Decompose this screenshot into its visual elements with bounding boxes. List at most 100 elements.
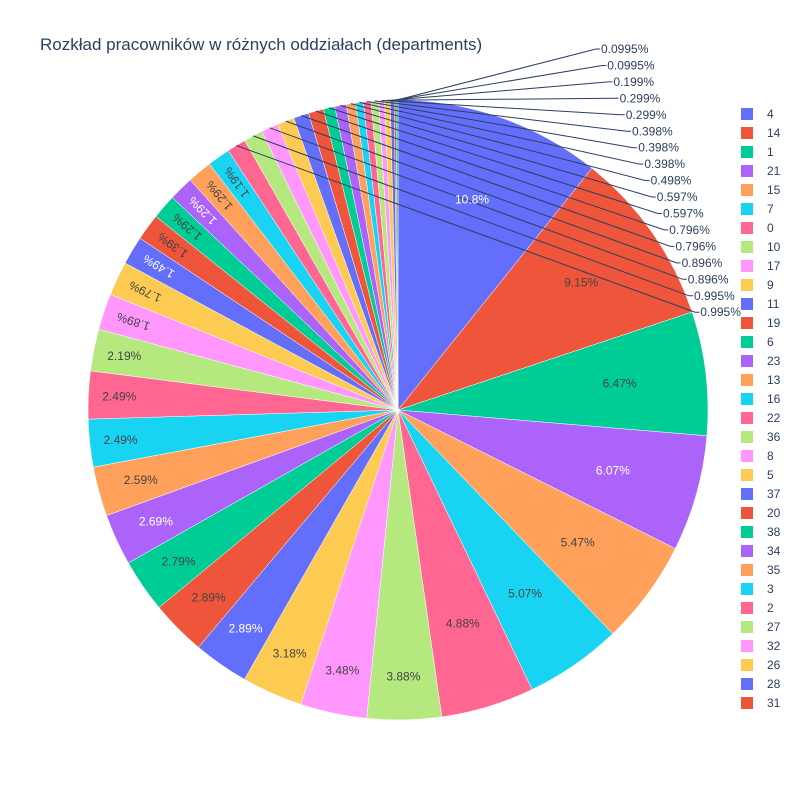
legend-swatch xyxy=(741,526,753,538)
legend-swatch xyxy=(741,602,753,614)
legend-label: 2 xyxy=(767,601,774,615)
leader-line xyxy=(395,65,607,101)
legend-swatch xyxy=(741,564,753,576)
legend-item[interactable]: 8 xyxy=(741,449,774,463)
slice-value-label: 0.896% xyxy=(688,272,729,286)
legend-label: 28 xyxy=(767,677,781,691)
slice-value-label: 10.8% xyxy=(455,192,489,206)
slice-value-label: 2.69% xyxy=(139,515,173,529)
legend-swatch xyxy=(741,507,753,519)
leader-line xyxy=(269,127,687,280)
outside-labels: 0.0995% 0.0995% 0.199% 0.299% 0.299% 0.398% 0.… xyxy=(236,42,741,319)
leader-line xyxy=(253,135,693,297)
leader-line xyxy=(328,107,662,214)
legend-item[interactable]: 0 xyxy=(741,221,774,235)
legend-label: 1 xyxy=(767,145,774,159)
slice-value-label: 5.47% xyxy=(561,535,595,549)
legend: 4141211570101791119623131622368537203834… xyxy=(741,107,781,710)
slice-value-label: 0.398% xyxy=(632,124,673,138)
slice-value-label: 0.995% xyxy=(694,289,735,303)
legend-item[interactable]: 32 xyxy=(741,639,781,653)
legend-label: 38 xyxy=(767,525,781,539)
legend-label: 0 xyxy=(767,221,774,235)
legend-swatch xyxy=(741,241,753,253)
legend-item[interactable]: 2 xyxy=(741,601,774,615)
legend-item[interactable]: 21 xyxy=(741,164,781,178)
legend-item[interactable]: 20 xyxy=(741,506,781,520)
legend-item[interactable]: 22 xyxy=(741,411,781,425)
legend-label: 34 xyxy=(767,544,781,558)
legend-item[interactable]: 28 xyxy=(741,677,781,691)
leader-line xyxy=(236,145,700,313)
legend-label: 11 xyxy=(767,297,780,311)
slice-value-label: 0.299% xyxy=(626,108,667,122)
legend-label: 16 xyxy=(767,392,781,406)
legend-item[interactable]: 11 xyxy=(741,297,780,311)
legend-item[interactable]: 10 xyxy=(741,240,781,254)
legend-item[interactable]: 6 xyxy=(741,335,774,349)
legend-swatch xyxy=(741,184,753,196)
legend-swatch xyxy=(741,260,753,272)
legend-label: 4 xyxy=(767,107,774,121)
legend-item[interactable]: 38 xyxy=(741,525,781,539)
pie-slices xyxy=(87,99,709,721)
legend-swatch xyxy=(741,697,753,709)
legend-item[interactable]: 14 xyxy=(741,126,781,140)
slice-value-label: 5.07% xyxy=(508,587,542,601)
slice-value-label: 2.19% xyxy=(107,349,141,363)
legend-label: 27 xyxy=(767,620,781,634)
legend-item[interactable]: 1 xyxy=(741,145,774,159)
legend-label: 22 xyxy=(767,411,781,425)
legend-item[interactable]: 7 xyxy=(741,202,774,216)
legend-swatch xyxy=(741,298,753,310)
legend-item[interactable]: 15 xyxy=(741,183,781,197)
slice-value-label: 0.498% xyxy=(651,174,692,188)
legend-swatch xyxy=(741,374,753,386)
legend-item[interactable]: 31 xyxy=(741,696,781,710)
legend-item[interactable]: 36 xyxy=(741,430,781,444)
slice-value-label: 3.48% xyxy=(325,664,359,678)
legend-label: 8 xyxy=(767,449,774,463)
legend-label: 15 xyxy=(767,183,781,197)
slice-value-label: 0.597% xyxy=(657,190,698,204)
legend-swatch xyxy=(741,431,753,443)
legend-swatch xyxy=(741,412,753,424)
slice-value-label: 2.89% xyxy=(228,622,262,636)
legend-item[interactable]: 37 xyxy=(741,487,781,501)
legend-label: 21 xyxy=(767,164,781,178)
legend-item[interactable]: 4 xyxy=(741,107,774,121)
legend-label: 10 xyxy=(767,240,781,254)
legend-item[interactable]: 23 xyxy=(741,354,781,368)
legend-item[interactable]: 5 xyxy=(741,468,774,482)
leader-line xyxy=(359,101,644,165)
legend-swatch xyxy=(741,279,753,291)
legend-item[interactable]: 26 xyxy=(741,658,781,672)
pie-slice xyxy=(397,409,708,549)
legend-item[interactable]: 35 xyxy=(741,563,781,577)
legend-item[interactable]: 3 xyxy=(741,582,774,596)
slice-value-label: 0.597% xyxy=(663,207,704,221)
legend-label: 5 xyxy=(767,468,774,482)
legend-swatch xyxy=(741,659,753,671)
legend-swatch xyxy=(741,621,753,633)
legend-item[interactable]: 13 xyxy=(741,373,781,387)
legend-swatch xyxy=(741,127,753,139)
slice-value-label: 3.18% xyxy=(273,647,307,661)
legend-label: 23 xyxy=(767,354,781,368)
leader-line xyxy=(315,110,669,231)
legend-item[interactable]: 17 xyxy=(741,259,781,273)
legend-item[interactable]: 19 xyxy=(741,316,781,330)
legend-item[interactable]: 9 xyxy=(741,278,774,292)
leader-line xyxy=(367,101,638,149)
legend-swatch xyxy=(741,336,753,348)
legend-swatch xyxy=(741,317,753,329)
legend-swatch xyxy=(741,640,753,652)
slice-value-label: 0.398% xyxy=(644,157,685,171)
leader-line xyxy=(392,81,613,101)
slice-value-label: 3.88% xyxy=(386,670,420,684)
legend-swatch xyxy=(741,488,753,500)
legend-item[interactable]: 16 xyxy=(741,392,781,406)
legend-item[interactable]: 27 xyxy=(741,620,781,634)
legend-item[interactable]: 34 xyxy=(741,544,781,558)
